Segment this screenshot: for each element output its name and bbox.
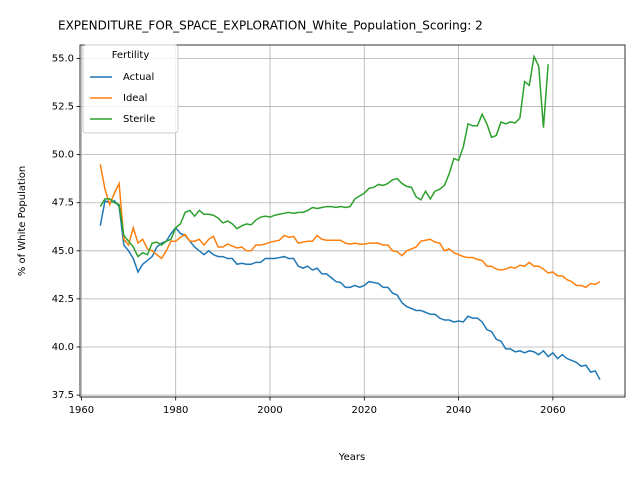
x-tick-label: 2060 [540,405,565,416]
legend-box [82,44,179,134]
x-axis-label: Years [338,452,365,463]
y-tick-label: 45.0 [52,246,74,257]
x-tick-label: 2020 [352,405,377,416]
chart-title: EXPENDITURE_FOR_SPACE_EXPLORATION_White_… [58,19,483,33]
x-tick-label: 1960 [69,405,94,416]
y-tick-label: 42.5 [52,294,74,305]
y-tick-label: 52.5 [52,102,74,113]
x-tick-label: 2000 [257,405,282,416]
y-tick-label: 55.0 [52,53,74,64]
y-tick-label: 50.0 [52,150,74,161]
line-series [99,164,601,289]
y-tick-label: 37.5 [52,390,74,401]
legend-label: Actual [123,72,154,83]
y-tick-label: 40.0 [52,342,74,353]
line-series [99,54,549,258]
legend-title: Fertility [112,50,150,61]
y-tick-label: 47.5 [52,198,74,209]
legend-label: Ideal [123,93,147,104]
y-axis-label: % of White Population [17,166,28,276]
x-tick-label: 1980 [163,405,188,416]
legend-label: Sterile [123,114,155,125]
x-tick-label: 2040 [446,405,471,416]
axes-frame [79,44,626,398]
